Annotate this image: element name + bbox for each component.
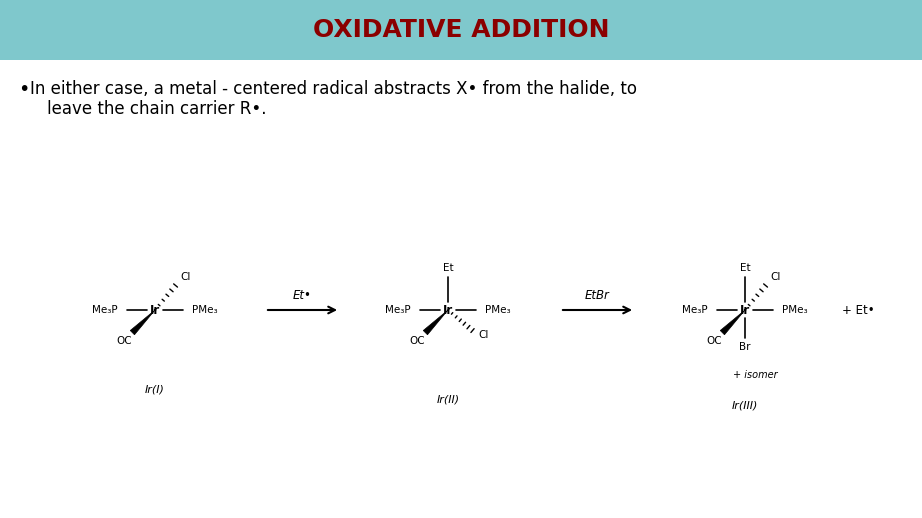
- Text: + isomer: + isomer: [733, 370, 777, 380]
- Text: Cl: Cl: [479, 329, 489, 340]
- Bar: [0, 0, 922, 60]
- Text: Br: Br: [739, 342, 751, 352]
- Text: OXIDATIVE ADDITION: OXIDATIVE ADDITION: [313, 18, 609, 42]
- Text: Ir: Ir: [443, 304, 453, 316]
- Text: OC: OC: [116, 336, 132, 346]
- Text: PMe₃: PMe₃: [192, 305, 218, 315]
- Text: leave the chain carrier R•.: leave the chain carrier R•.: [47, 100, 266, 118]
- Text: Me₃P: Me₃P: [92, 305, 118, 315]
- Text: + Et•: + Et•: [842, 304, 874, 316]
- Text: Et: Et: [739, 263, 751, 273]
- Text: Ir(I): Ir(I): [145, 385, 165, 395]
- Polygon shape: [130, 310, 155, 335]
- Text: EtBr: EtBr: [585, 289, 609, 301]
- Polygon shape: [720, 310, 745, 335]
- Text: OC: OC: [409, 336, 425, 346]
- Text: Cl: Cl: [771, 272, 781, 282]
- Text: PMe₃: PMe₃: [782, 305, 808, 315]
- Text: In either case, a metal - centered radical abstracts X• from the halide, to: In either case, a metal - centered radic…: [30, 80, 637, 98]
- Text: •: •: [18, 80, 30, 99]
- Text: PMe₃: PMe₃: [485, 305, 511, 315]
- Text: Ir: Ir: [150, 304, 160, 316]
- Text: Me₃P: Me₃P: [385, 305, 411, 315]
- Text: Et•: Et•: [292, 289, 312, 301]
- Polygon shape: [423, 310, 448, 335]
- Text: Ir(II): Ir(II): [436, 395, 459, 405]
- Text: Ir: Ir: [739, 304, 751, 316]
- Text: Me₃P: Me₃P: [682, 305, 708, 315]
- Text: Cl: Cl: [181, 272, 191, 282]
- Text: OC: OC: [706, 336, 722, 346]
- Text: Et: Et: [443, 263, 454, 273]
- Text: Ir(III): Ir(III): [732, 400, 758, 410]
